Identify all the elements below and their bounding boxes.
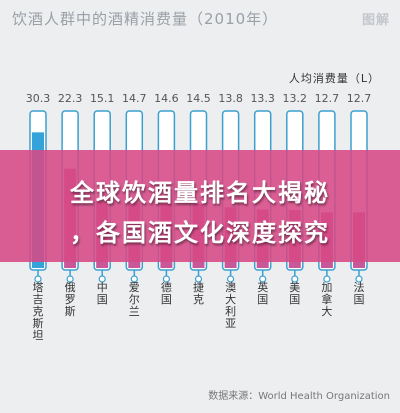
tube-bulb (162, 275, 170, 283)
category-label: 法 (354, 280, 365, 294)
tube-bulb (130, 275, 138, 283)
brand-logo: 图解 (361, 13, 390, 28)
category-label: 国 (257, 293, 268, 306)
tube-bulb (227, 275, 235, 283)
category-label: 国 (289, 293, 300, 306)
category-label: 兰 (129, 305, 140, 318)
value-label: 13.2 (283, 92, 308, 105)
value-label: 13.8 (218, 92, 243, 105)
category-label: 国 (97, 293, 108, 306)
headline-banner (0, 150, 400, 262)
category-label: 罗 (65, 293, 76, 306)
category-label: 国 (161, 293, 172, 306)
value-label: 12.7 (347, 92, 372, 105)
unit-label: 人均消费量（L） (288, 72, 380, 85)
value-label: 30.3 (26, 92, 51, 105)
headline-line-2: ，各国酒文化深度探究 (70, 219, 330, 247)
category-label: 澳 (225, 281, 236, 294)
category-label: 斯 (33, 317, 44, 330)
category-label: 利 (225, 305, 236, 318)
category-label: 美 (289, 281, 300, 294)
tube-bulb (194, 275, 203, 283)
value-label: 13.3 (250, 92, 275, 105)
category-label: 尔 (129, 293, 140, 306)
category-label: 亚 (225, 317, 236, 330)
value-label: 14.5 (186, 92, 211, 105)
category-label: 捷 (193, 280, 204, 294)
category-label: 中 (97, 281, 108, 294)
headline-line-1: 全球饮酒量排名大揭秘 (70, 179, 330, 207)
category-label: 俄 (65, 281, 76, 294)
tube-bulb (355, 275, 363, 283)
tube-bulb (259, 275, 267, 283)
category-label: 坦 (33, 328, 44, 342)
value-label: 14.6 (154, 92, 179, 105)
category-label: 加 (321, 281, 332, 294)
category-label: 国 (354, 293, 365, 306)
category-label: 爱 (129, 281, 140, 294)
category-label: 德 (161, 280, 172, 294)
tube-bulb (66, 275, 74, 283)
tube-bulb (323, 275, 331, 283)
category-label: 大 (321, 304, 332, 318)
category-label: 拿 (321, 292, 332, 306)
page-title: 饮酒人群中的酒精消费量（2010年） (12, 10, 279, 28)
category-label: 塔 (33, 281, 44, 294)
tube-bulb (34, 275, 42, 283)
value-label: 12.7 (315, 92, 340, 105)
data-source: 数据来源：World Health Organization (208, 391, 390, 402)
category-label: 克 (193, 293, 204, 306)
category-label: 大 (225, 292, 236, 306)
tube-bulb (98, 275, 106, 283)
category-label: 英 (257, 280, 268, 294)
category-label: 吉 (33, 293, 44, 306)
category-label: 克 (33, 305, 44, 318)
value-label: 22.3 (58, 92, 83, 105)
value-label: 14.7 (122, 92, 147, 105)
category-label: 斯 (65, 305, 76, 318)
value-label: 15.1 (90, 92, 115, 105)
tube-bulb (291, 275, 299, 283)
